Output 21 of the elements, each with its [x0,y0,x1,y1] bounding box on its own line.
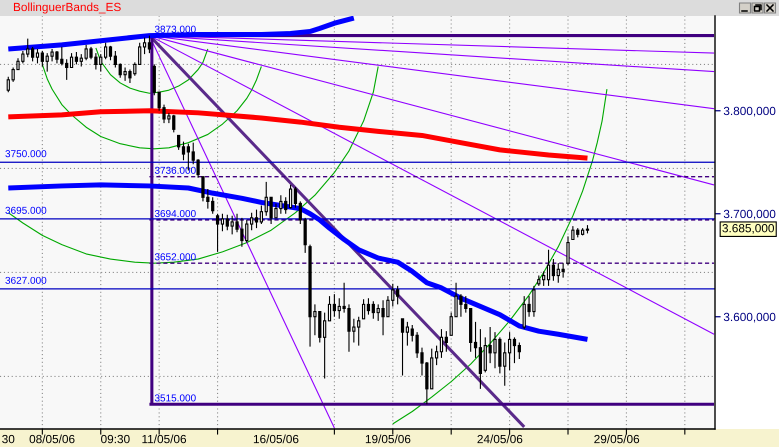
ref-line-label: 3750.000 [5,150,46,158]
series-label: 3736.000 [154,166,196,174]
x-tick-label: 08/05/06 [30,434,75,444]
ref-line-label: 3695.000 [5,206,46,214]
chart-title: BollinguerBands_ES [14,2,121,14]
y-tick-label: 3.700,000 [724,210,776,220]
series-label: 3652.000 [154,253,196,260]
x-tick-label: 30 [2,434,14,444]
ref-line-label: 3627.000 [5,276,46,284]
x-tick-label: 24/05/06 [477,434,522,444]
y-tick-label: 3.600,000 [724,312,776,323]
x-tick-label: 11/05/06 [142,434,186,444]
series-label: 3694.000 [154,210,196,218]
x-tick-label: 29/05/06 [594,434,640,444]
text: 3.685,000 [722,224,774,234]
series-label: 3873.000 [154,26,196,33]
series-label: 3515.000 [154,394,196,402]
x-tick-label: 09:30 [101,434,130,444]
y-tick-label: 3.800,000 [724,106,776,117]
x-tick-label: 19/05/06 [366,434,410,444]
x-tick-label: 16/05/06 [254,434,298,444]
